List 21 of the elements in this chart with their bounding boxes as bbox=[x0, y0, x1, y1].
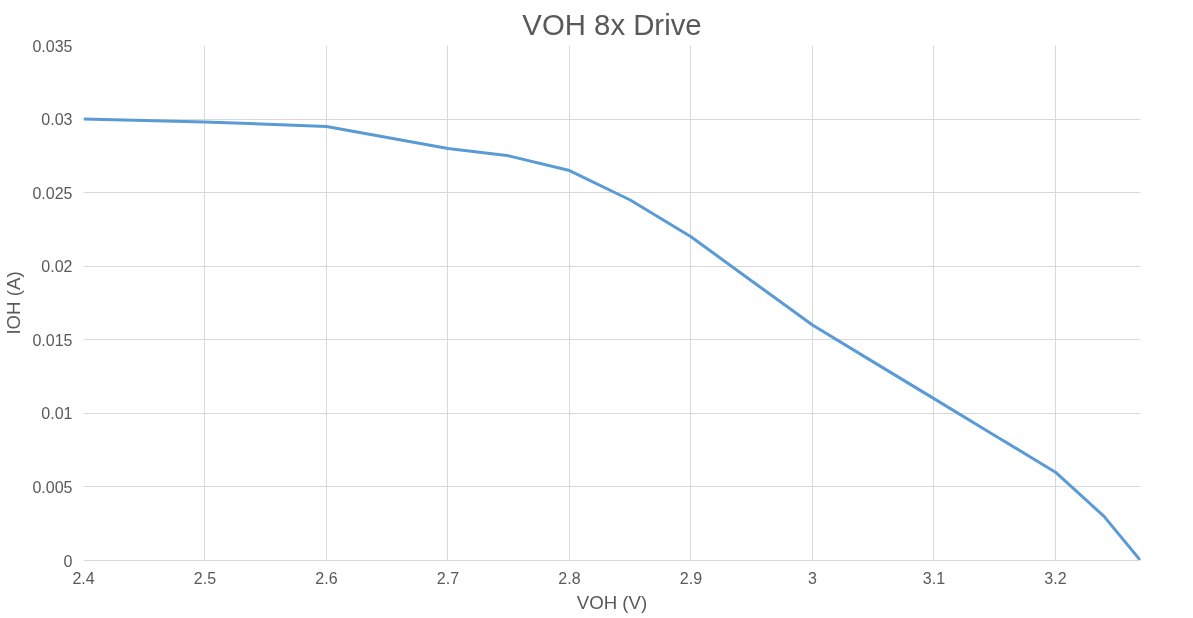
y-axis-title: IOH (A) bbox=[3, 271, 25, 335]
y-tick-label: 0.005 bbox=[32, 478, 73, 496]
x-tick-label: 3.2 bbox=[1044, 569, 1067, 587]
x-tick-label: 2.4 bbox=[72, 569, 95, 587]
x-tick-label: 2.8 bbox=[558, 569, 581, 587]
x-tick-label: 2.5 bbox=[193, 569, 217, 587]
y-tick-label: 0 bbox=[63, 552, 73, 570]
chart-title: VOH 8x Drive bbox=[522, 7, 702, 41]
x-tick-label: 2.6 bbox=[315, 569, 338, 587]
x-tick-label: 3 bbox=[808, 569, 818, 587]
line-series bbox=[83, 117, 1141, 561]
y-tick-label: 0.01 bbox=[41, 405, 73, 423]
y-tick-label: 0.015 bbox=[32, 331, 73, 349]
x-tick-label: 3.1 bbox=[922, 569, 946, 587]
y-tick-label: 0.035 bbox=[32, 37, 73, 55]
x-axis-title: VOH (V) bbox=[576, 591, 648, 613]
x-tick-label: 2.9 bbox=[679, 569, 703, 587]
y-tick-label: 0.025 bbox=[32, 184, 73, 202]
y-tick-label: 0.03 bbox=[41, 111, 73, 129]
x-tick-label: 2.7 bbox=[436, 569, 460, 587]
y-tick-label: 0.02 bbox=[41, 258, 73, 276]
